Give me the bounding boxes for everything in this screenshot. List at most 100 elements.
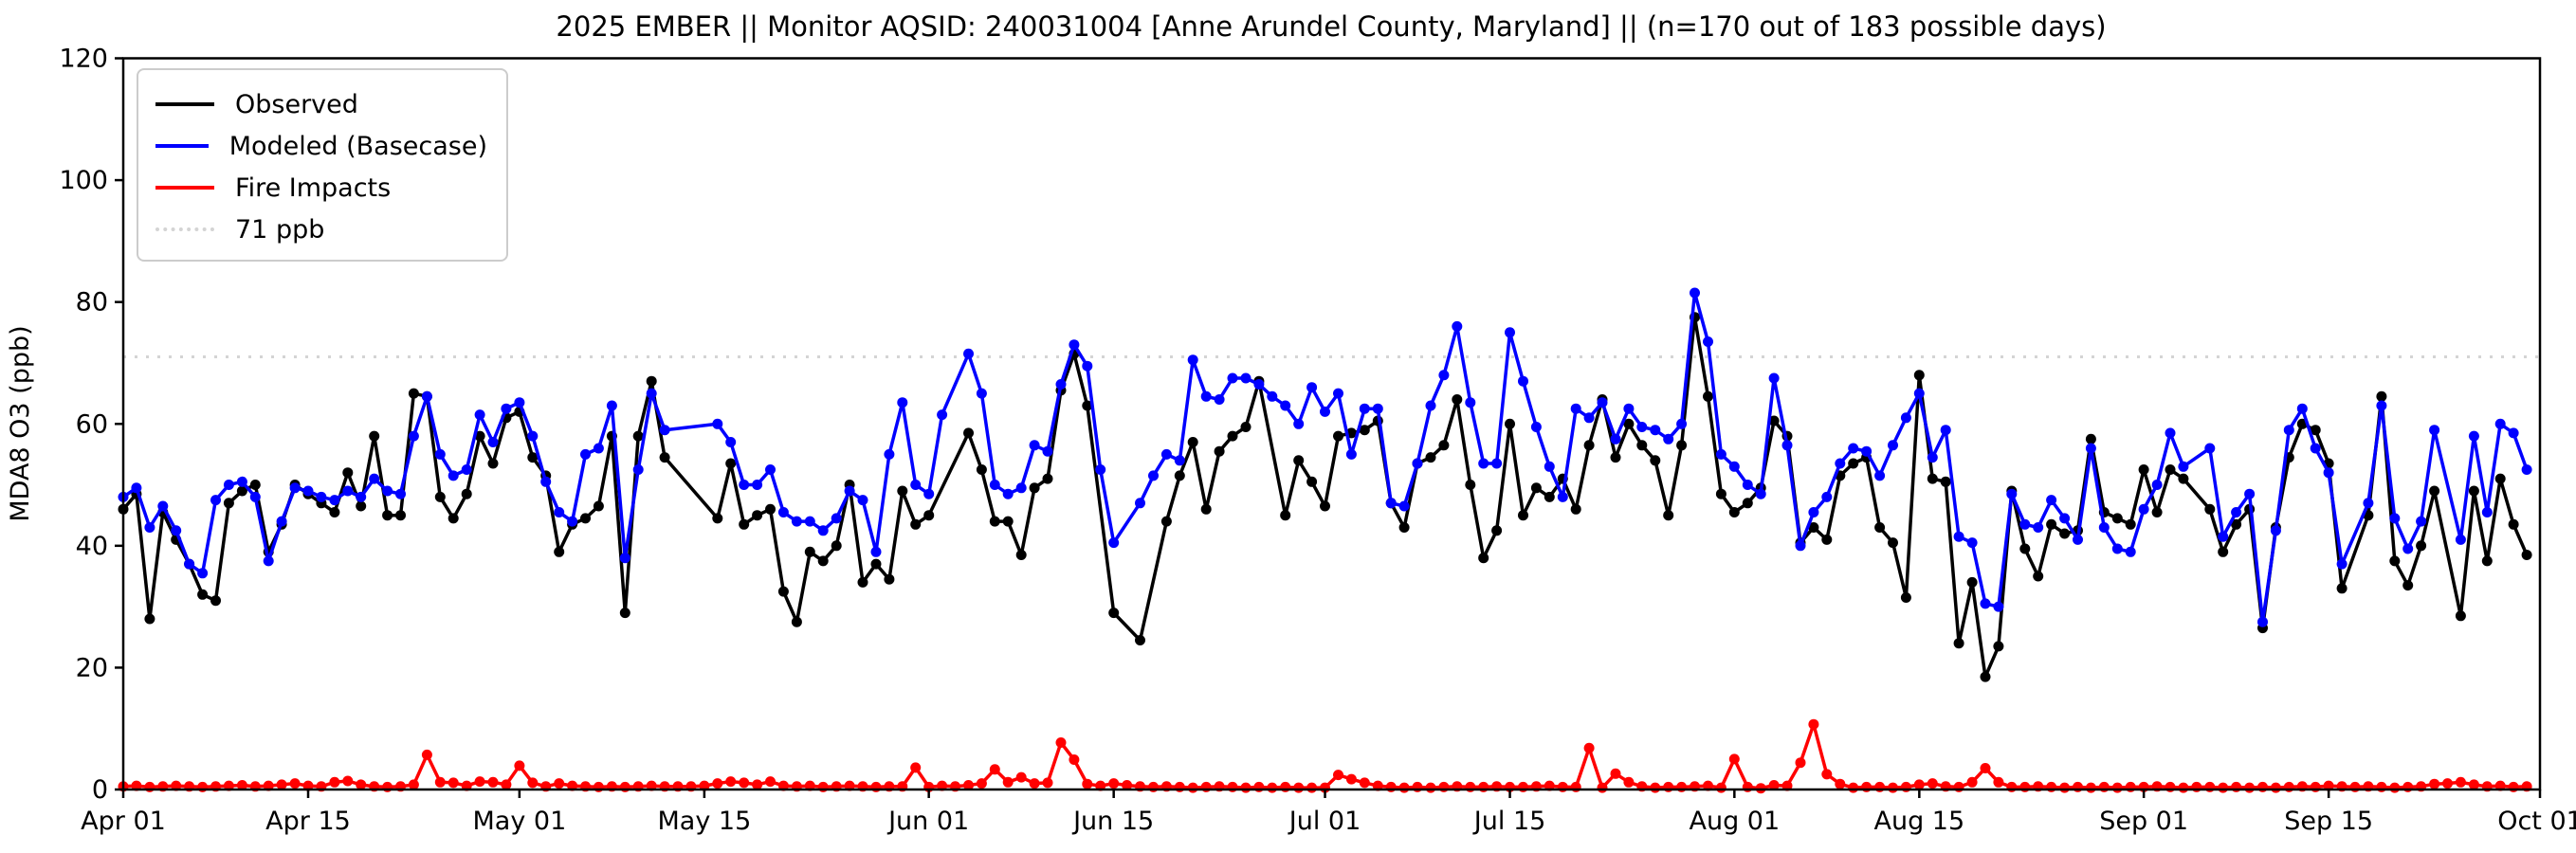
observed-point: [1438, 440, 1450, 451]
modeled-basecase-point: [1002, 488, 1014, 499]
observed-point: [1200, 503, 1212, 515]
observed-point: [2389, 555, 2401, 567]
modeled-basecase-point: [619, 553, 630, 564]
y-tick-label: 80: [76, 288, 108, 318]
modeled-basecase-point: [2138, 503, 2149, 515]
observed-point: [1583, 440, 1595, 451]
modeled-basecase-point: [2244, 488, 2256, 499]
modeled-basecase-point: [210, 495, 221, 506]
modeled-basecase-point: [1900, 412, 1911, 424]
modeled-basecase-point: [2494, 418, 2506, 429]
fire-impacts-point: [1768, 780, 1780, 790]
modeled-basecase-point: [302, 485, 314, 497]
fire-impacts-point: [1122, 780, 1133, 790]
modeled-basecase-point: [2098, 522, 2110, 533]
observed-point: [1280, 510, 1291, 521]
observed-point: [395, 510, 406, 521]
modeled-basecase-point: [1676, 418, 1688, 429]
modeled-basecase-point: [963, 348, 974, 359]
modeled-basecase-point: [2111, 543, 2123, 554]
fire-impacts-point: [989, 764, 1000, 775]
modeled-basecase-point: [1438, 370, 1450, 381]
observed-point: [804, 546, 815, 557]
y-tick-label: 120: [59, 45, 108, 74]
modeled-basecase-point: [923, 488, 935, 499]
fire-impacts-point: [1728, 753, 1740, 765]
observed-point: [210, 595, 221, 607]
modeled-basecase-point: [2231, 507, 2242, 517]
observed-point: [1874, 522, 1886, 533]
modeled-basecase-point: [1345, 448, 1357, 460]
observed-point: [1703, 390, 1713, 402]
fire-impacts-point: [329, 776, 340, 788]
observed-point: [1888, 537, 1898, 549]
fire-impacts-point: [2270, 782, 2281, 793]
modeled-basecase-point: [223, 480, 234, 490]
fire-impacts-point: [712, 778, 723, 789]
legend-label-fire-impacts: Fire Impacts: [235, 172, 392, 203]
fire-impacts-point: [1597, 782, 1608, 793]
modeled-basecase-point: [2336, 558, 2348, 570]
modeled-basecase-point: [2257, 616, 2268, 627]
fire-impacts-point: [1398, 782, 1410, 793]
observed-point: [976, 464, 987, 475]
y-tick-label: 100: [59, 166, 108, 195]
observed-point: [236, 485, 247, 497]
modeled-basecase-point: [197, 568, 209, 579]
modeled-basecase-point: [461, 464, 472, 475]
fire-impacts-point: [1966, 776, 1978, 788]
fire-impacts-point: [1821, 769, 1833, 780]
observed-point: [619, 608, 630, 619]
fire-impacts-point: [474, 776, 485, 788]
observed-point: [752, 510, 763, 521]
modeled-basecase-point: [1187, 354, 1198, 366]
modeled-basecase-point: [144, 522, 155, 533]
fire-impacts-point: [342, 775, 354, 787]
observed-point: [1808, 522, 1819, 533]
observed-point: [1359, 425, 1370, 436]
fire-impacts-point: [1808, 718, 1819, 730]
observed-point: [144, 613, 155, 625]
observed-point: [1320, 500, 1330, 512]
fire-impacts-markers: [118, 718, 2532, 794]
modeled-basecase-point: [157, 500, 169, 512]
observed-point: [659, 452, 670, 463]
fire-impacts-point: [448, 777, 459, 789]
modeled-basecase-point: [1795, 540, 1806, 552]
observed-point: [1240, 422, 1251, 432]
fire-impacts-point: [2389, 782, 2401, 793]
observed-point: [1927, 473, 1938, 484]
modeled-basecase-point: [659, 425, 670, 436]
observed-point: [2178, 473, 2189, 484]
modeled-basecase-point: [2508, 427, 2519, 439]
observed-point: [870, 558, 882, 570]
modeled-basecase-point: [329, 495, 340, 506]
modeled-basecase-point: [1452, 320, 1463, 332]
modeled-basecase-line-swatch: [155, 144, 209, 148]
fire-impacts-point: [1980, 763, 1991, 773]
fire-impacts-point: [1888, 782, 1898, 793]
modeled-basecase-point: [725, 437, 737, 447]
fire-impacts-point: [514, 760, 525, 771]
observed-point: [1742, 498, 1753, 509]
modeled-basecase-point: [249, 491, 261, 502]
fire-impacts-point: [356, 779, 367, 790]
observed-point: [1465, 480, 1476, 490]
y-tick-label: 40: [76, 532, 108, 561]
modeled-basecase-point: [1148, 470, 1159, 481]
modeled-basecase-point: [2178, 461, 2189, 472]
x-tick-label: Jul 01: [1288, 807, 1361, 836]
fire-impacts-point: [1187, 782, 1198, 793]
x-tick-label: Apr 15: [265, 807, 351, 836]
observed-point: [1214, 445, 1225, 457]
observed-point: [1650, 455, 1661, 466]
observed-point: [2165, 464, 2176, 475]
fire-impacts-point: [1069, 754, 1080, 765]
observed-point: [1821, 534, 1833, 545]
observed-point: [593, 500, 604, 512]
fire-impacts-point: [1927, 778, 1938, 789]
x-tick-label: May 15: [657, 807, 751, 836]
fire-impacts-point: [752, 779, 763, 790]
x-tick-label: Jun 01: [886, 807, 969, 836]
modeled-basecase-point: [646, 388, 657, 399]
